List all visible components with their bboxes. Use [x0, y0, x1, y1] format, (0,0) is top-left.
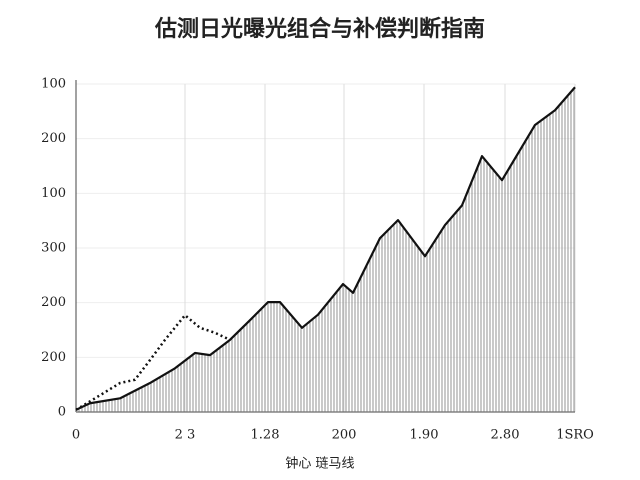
x-tick-label: 2 3: [175, 428, 196, 443]
y-tick-label: 200: [41, 295, 66, 310]
chart-title: 估测日光曝光组合与补偿判断指南: [154, 16, 485, 42]
x-tick-label: 1SRO: [556, 428, 594, 443]
x-tick-label: 1.90: [410, 428, 439, 443]
x-tick-label: 200: [332, 428, 357, 443]
y-tick-label: 200: [41, 131, 66, 146]
y-tick-label: 100: [41, 186, 66, 201]
y-tick-label: 200: [41, 350, 66, 365]
line: [75, 86, 576, 411]
x-axis-label: 钟心 琏马线: [285, 456, 354, 472]
y-tick-label: 0: [58, 405, 66, 420]
area: [76, 87, 575, 412]
x-tick-label: 1.28: [251, 428, 280, 443]
y-tick-label: 100: [41, 77, 66, 92]
x-tick-label: 2.80: [491, 428, 520, 443]
x-tick-label: 0: [72, 428, 80, 443]
line: [75, 313, 231, 411]
y-tick-label: 300: [41, 241, 66, 256]
